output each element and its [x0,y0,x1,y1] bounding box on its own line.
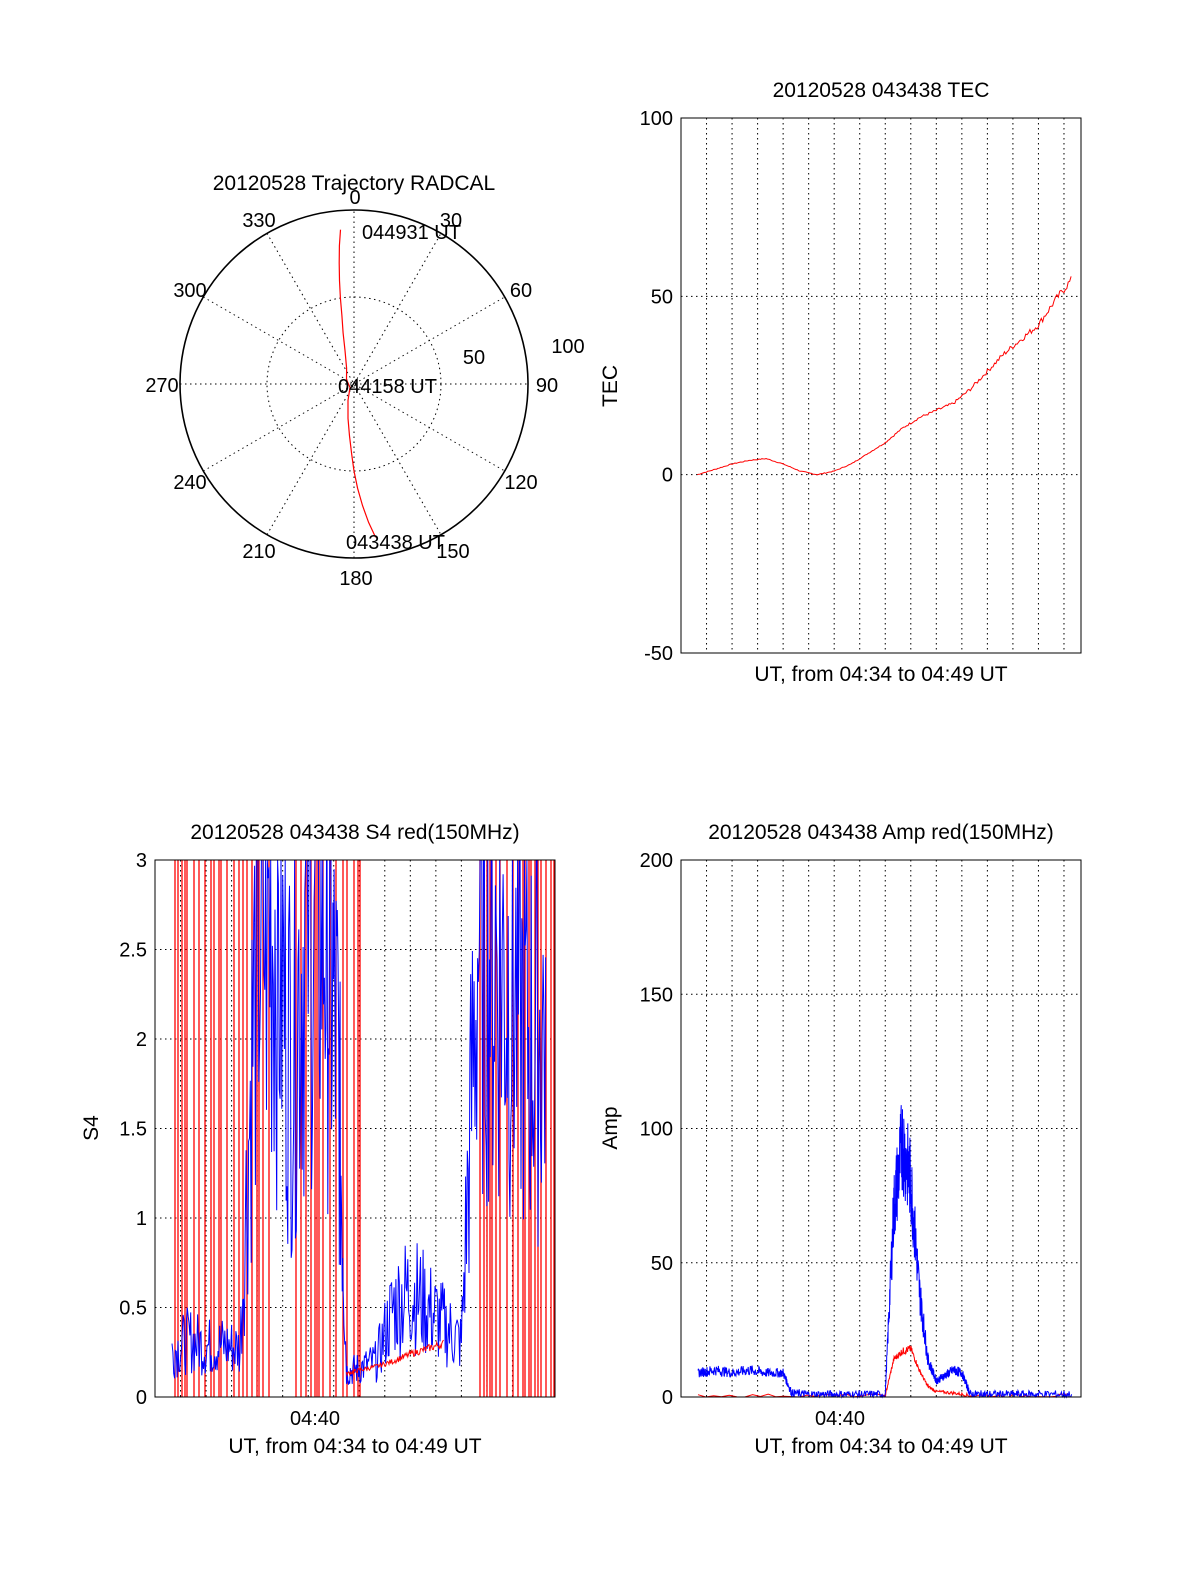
amp-red-line [697,1345,1069,1398]
polar-angle-label-210: 210 [242,541,275,563]
tec-ytick-100: 100 [640,108,673,130]
s4-ytick-1: 1 [136,1208,147,1230]
amp-ytick-100: 100 [640,1119,673,1141]
s4-ytick-3: 3 [136,850,147,872]
amp-title: 20120528 043438 Amp red(150MHz) [708,821,1054,844]
tec-panel: 20120528 043438 TEC -50 0 50 100 UT, from 0… [599,79,1082,686]
s4-xlabel: UT, from 04:34 to 04:49 UT [228,1435,481,1458]
polar-angle-label-30: 30 [440,210,462,232]
polar-angle-label-180: 180 [339,568,372,590]
s4-panel: 20120528 043438 S4 red(150MHz) 0 0.5 1 1.5 2… [80,821,556,1458]
trajectory-title: 20120528 Trajectory RADCAL [213,172,496,195]
amp-blue-line [697,1105,1073,1399]
trajectory-mid-label: 044158 UT [338,376,437,398]
polar-angle-label-240: 240 [173,472,206,494]
s4-ytick-0.5: 0.5 [119,1298,147,1320]
polar-radial-label-100: 100 [551,336,584,358]
tec-ytick--50: -50 [644,643,673,665]
s4-ytick-2: 2 [136,1029,147,1051]
tec-red-line [697,276,1072,476]
polar-spoke-60 [203,296,505,472]
amp-plot-frame [680,859,1082,1398]
amp-ytick-200: 200 [640,850,673,872]
s4-ytick-1.5: 1.5 [119,1119,147,1141]
polar-angle-label-120: 120 [504,472,537,494]
polar-angle-label-60: 60 [510,280,532,302]
polar-angle-label-270: 270 [145,375,178,397]
trajectory-polar-panel: 20120528 Trajectory RADCAL 0 30 60 90 120 150… [145,172,584,590]
polar-angle-label-330: 330 [242,210,275,232]
s4-ytick-2.5: 2.5 [119,940,147,962]
s4-plot-frame [154,859,556,1398]
polar-angle-label-300: 300 [173,280,206,302]
s4-ylabel: S4 [80,1115,103,1141]
polar-angle-label-90: 90 [536,375,558,397]
s4-red-line [346,1339,444,1378]
tec-ytick-0: 0 [662,465,673,487]
tec-title: 20120528 043438 TEC [773,79,990,102]
tec-plot-frame [680,117,1082,654]
s4-title: 20120528 043438 S4 red(150MHz) [190,821,519,844]
tec-ytick-50: 50 [651,286,673,308]
polar-spoke-120 [203,296,505,472]
amp-ylabel: Amp [599,1106,622,1149]
trajectory-start-label: 043438 UT [346,532,445,554]
polar-spoke-150 [266,233,442,535]
amp-ytick-0: 0 [662,1387,673,1409]
amp-panel: 20120528 043438 Amp red(150MHz) 0 50 100 15… [599,821,1082,1458]
polar-angle-label-0: 0 [349,187,360,209]
polar-radial-label-50: 50 [463,347,485,369]
amp-ytick-50: 50 [651,1253,673,1275]
trajectory-end-label: 044931 UT [362,222,461,244]
polar-angle-label-150: 150 [436,541,469,563]
tec-ylabel: TEC [599,365,622,407]
s4-ytick-0: 0 [136,1387,147,1409]
polar-spoke-30 [266,233,442,535]
tec-xlabel: UT, from 04:34 to 04:49 UT [754,663,1007,686]
s4-xtick-label: 04:40 [290,1408,340,1430]
trajectory-track [338,229,377,538]
amp-xlabel: UT, from 04:34 to 04:49 UT [754,1435,1007,1458]
amp-ytick-150: 150 [640,984,673,1006]
amp-xtick-label: 04:40 [815,1408,865,1430]
